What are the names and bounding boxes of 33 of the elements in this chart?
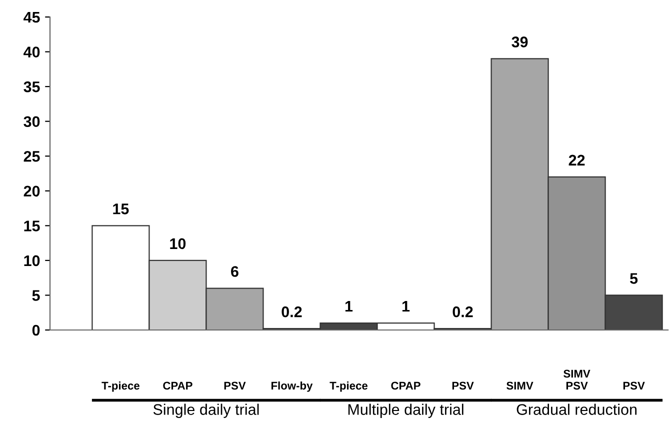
data-label: 0.2 xyxy=(282,306,302,318)
y-tick-label: 0 xyxy=(32,324,40,336)
y-tick-label: 40 xyxy=(24,46,40,58)
x-tick-label: T-piece xyxy=(330,381,368,392)
x-tick-label: PSV xyxy=(452,382,474,390)
y-tick-label: 15 xyxy=(24,220,40,232)
x-tick-label: T-piece xyxy=(102,381,140,392)
y-tick-label: 25 xyxy=(24,150,40,162)
x-tick-label: PSV xyxy=(623,382,645,390)
x-tick-label: CPAP xyxy=(163,382,192,390)
x-tick-label: CPAP xyxy=(391,382,420,390)
data-label: 39 xyxy=(512,36,528,48)
text: Multiple daily trial xyxy=(348,404,464,418)
y-tick-label: 45 xyxy=(24,12,40,23)
data-label: 1 xyxy=(345,301,353,312)
x-tick-label: Flow-by xyxy=(271,381,313,392)
x-tick-label: PSV xyxy=(224,382,246,390)
y-tick-label: 35 xyxy=(24,81,40,92)
text: Gradual reduction xyxy=(516,404,637,415)
y-tick-label: 10 xyxy=(24,255,40,266)
y-tick-label: 30 xyxy=(24,116,40,128)
text: Single daily trial xyxy=(153,404,259,418)
x-tick-label: SIMV xyxy=(506,382,534,390)
y-tick-label: 5 xyxy=(32,290,40,301)
y-tick-label: 20 xyxy=(24,186,40,197)
data-label: 1 xyxy=(402,301,410,312)
data-label: 15 xyxy=(113,204,129,214)
data-label: 6 xyxy=(231,266,238,277)
x-tick-label: SIMV PSV xyxy=(564,370,590,390)
data-label: 22 xyxy=(568,154,585,166)
data-label: 10 xyxy=(170,238,186,250)
data-label: 5 xyxy=(630,273,638,284)
data-label: 0.2 xyxy=(452,306,473,318)
